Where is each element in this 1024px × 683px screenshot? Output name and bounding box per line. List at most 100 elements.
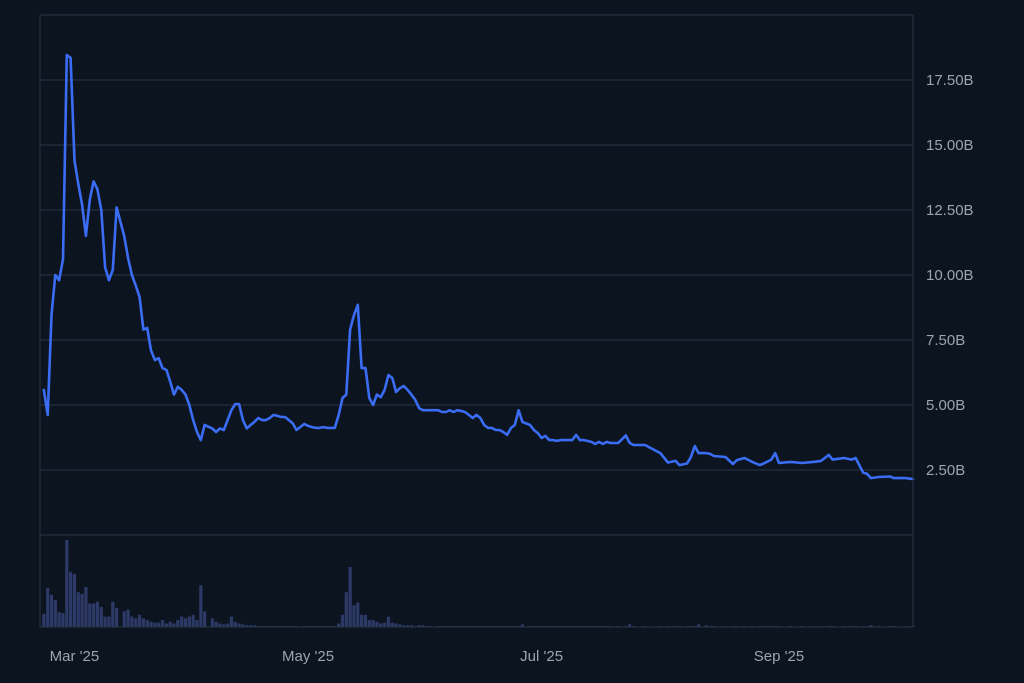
volume-bar <box>337 623 341 627</box>
volume-bar <box>360 614 364 627</box>
volume-bar <box>137 614 142 627</box>
volume-bar <box>130 616 134 627</box>
volume-bar <box>375 621 379 627</box>
volume-bar <box>390 622 394 627</box>
x-tick-label: Sep '25 <box>754 648 804 665</box>
volume-bar <box>172 623 176 627</box>
volume-bar <box>245 625 249 627</box>
volume-bar <box>53 600 57 627</box>
volume-bar <box>405 625 410 627</box>
volume-bar <box>176 620 180 627</box>
volume-bar <box>69 572 73 627</box>
volume-bar <box>61 613 65 627</box>
volume-bar <box>57 612 61 627</box>
volume-bar <box>233 621 237 627</box>
volume-bar <box>704 625 708 627</box>
volume-bar <box>114 607 119 627</box>
volume-bar <box>160 620 165 627</box>
volume-bar <box>107 616 111 627</box>
volume-bar <box>187 616 191 627</box>
volume-bar <box>99 606 103 627</box>
volume-bar <box>222 624 226 627</box>
volume-bar <box>180 616 184 627</box>
y-tick-label: 2.50B <box>926 462 965 479</box>
volume-bar <box>157 622 161 627</box>
y-tick-label: 17.50B <box>926 72 974 89</box>
volume-bar <box>88 603 92 627</box>
y-tick-label: 7.50B <box>926 332 965 349</box>
y-tick-label: 5.00B <box>926 397 965 414</box>
volume-bar <box>122 611 126 627</box>
volume-bar <box>199 585 203 627</box>
y-tick-label: 10.00B <box>926 267 974 284</box>
volume-bars <box>42 540 915 627</box>
volume-bar <box>134 618 138 627</box>
volume-bar <box>248 625 253 627</box>
volume-bar <box>72 573 77 627</box>
volume-bar <box>356 602 360 627</box>
gridlines <box>40 79 913 536</box>
volume-bar <box>421 625 425 627</box>
volume-bar <box>409 625 414 627</box>
volume-bar <box>42 613 46 627</box>
volume-bar <box>402 625 406 627</box>
volume-bar <box>164 623 168 627</box>
volume-bar <box>398 624 402 627</box>
volume-bar <box>252 625 257 627</box>
volume-bar <box>195 620 199 627</box>
volume-bar <box>76 592 80 627</box>
y-tick-label: 12.50B <box>926 202 974 219</box>
volume-bar <box>84 586 88 627</box>
volume-bar <box>218 623 222 627</box>
price-line <box>42 53 915 481</box>
volume-bar <box>367 620 371 627</box>
volume-bar <box>363 614 368 627</box>
plot-frame <box>39 14 914 628</box>
volume-bar <box>383 622 387 627</box>
volume-bar <box>226 623 230 627</box>
volume-bar <box>149 621 153 627</box>
volume-bar <box>348 566 352 627</box>
volume-bar <box>214 621 218 627</box>
x-tick-label: May '25 <box>282 648 334 665</box>
volume-bar <box>145 620 149 627</box>
volume-bar <box>394 623 398 627</box>
volume-bar <box>869 625 873 627</box>
volume-bar <box>111 601 115 627</box>
volume-bar <box>126 609 130 627</box>
volume-bar <box>95 601 100 627</box>
volume-bar <box>229 616 234 627</box>
volume-bar <box>417 625 421 627</box>
y-axis-labels: 2.50B 5.00B 7.50B 10.00B 12.50B 15.00B 17.50B <box>926 72 974 479</box>
volume-bar <box>203 611 207 627</box>
volume-bar <box>628 624 632 627</box>
volume-bar <box>191 614 195 627</box>
volume-bar <box>237 623 241 627</box>
volume-bar <box>379 623 383 627</box>
volume-bar <box>80 593 84 627</box>
volume-bar <box>520 624 525 627</box>
volume-bar <box>696 624 701 627</box>
volume-bar <box>65 540 69 627</box>
volume-bar <box>141 618 145 627</box>
x-tick-label: Mar '25 <box>50 648 100 665</box>
x-axis-labels: Mar '25 May '25 Jul '25 Sep '25 <box>50 648 805 665</box>
volume-bar <box>210 618 214 627</box>
volume-bar <box>46 587 50 627</box>
volume-bar <box>241 624 245 627</box>
volume-bar <box>371 620 375 627</box>
x-tick-label: Jul '25 <box>520 648 563 665</box>
volume-bar <box>352 605 356 627</box>
volume-bar <box>153 622 157 627</box>
y-tick-label: 15.00B <box>926 137 974 154</box>
volume-bar <box>168 621 172 627</box>
volume-bar <box>386 616 391 627</box>
volume-bar <box>183 618 188 627</box>
volume-bar <box>344 592 348 627</box>
volume-bar <box>103 616 107 627</box>
volume-bar <box>92 603 96 627</box>
volume-bar <box>340 614 345 627</box>
volume-bar <box>49 594 54 627</box>
